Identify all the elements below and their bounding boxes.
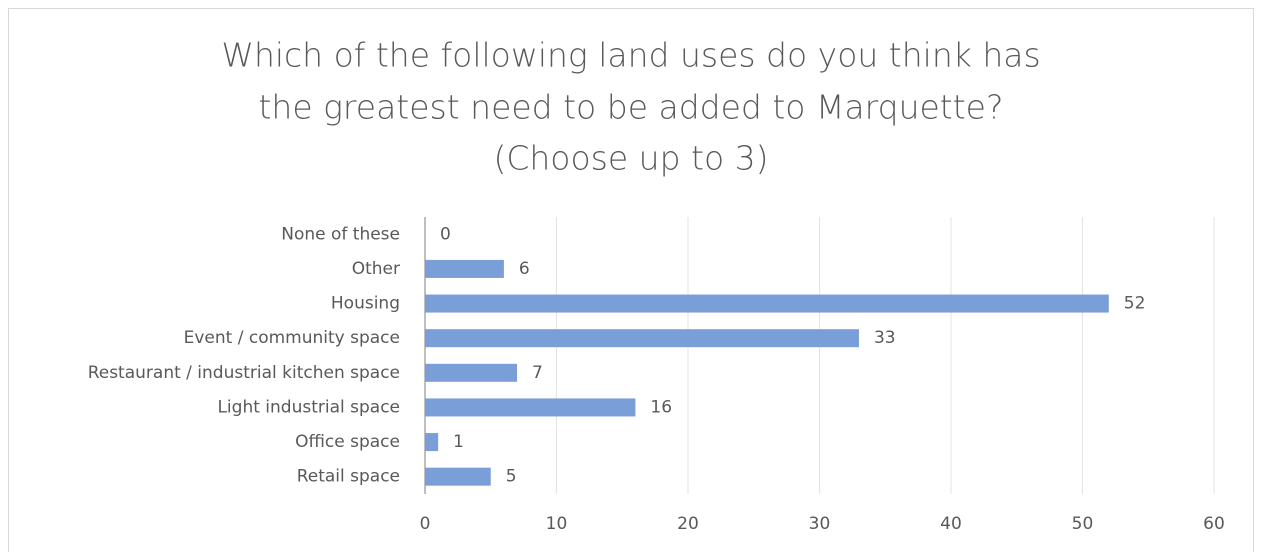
bar [425,294,1109,313]
chart-title: Which of the following land uses do you … [221,36,1040,75]
y-tick-label: Event / community space [184,328,400,348]
bar [425,363,518,382]
x-tick-label: 40 [940,514,962,534]
y-tick-label: Office space [295,432,400,452]
chart-title: the greatest need to be added to Marquet… [258,88,1003,127]
x-tick-label: 10 [546,514,568,534]
x-tick-label: 20 [677,514,699,534]
chart-title: (Choose up to 3) [493,139,768,178]
value-label: 5 [506,467,517,487]
bar [425,259,504,278]
y-tick-label: Light industrial space [217,397,400,417]
bar [425,398,636,417]
value-label: 1 [453,432,464,452]
value-label: 16 [650,397,672,417]
value-label: 6 [519,259,530,279]
y-tick-label: None of these [281,224,400,244]
y-tick-label: Retail space [297,467,400,487]
x-tick-label: 60 [1203,514,1225,534]
bar [425,433,439,452]
bar [425,329,859,348]
y-tick-label: Housing [331,294,400,314]
x-tick-label: 30 [809,514,831,534]
bar [425,467,491,486]
x-tick-label: 50 [1072,514,1094,534]
value-label: 33 [874,328,896,348]
y-tick-label: Other [352,259,400,279]
value-label: 52 [1124,294,1146,314]
value-label: 7 [532,363,543,383]
y-tick-label: Restaurant / industrial kitchen space [88,363,400,383]
chart-frame [8,8,1254,552]
value-label: 0 [440,224,451,244]
x-tick-label: 0 [420,514,431,534]
